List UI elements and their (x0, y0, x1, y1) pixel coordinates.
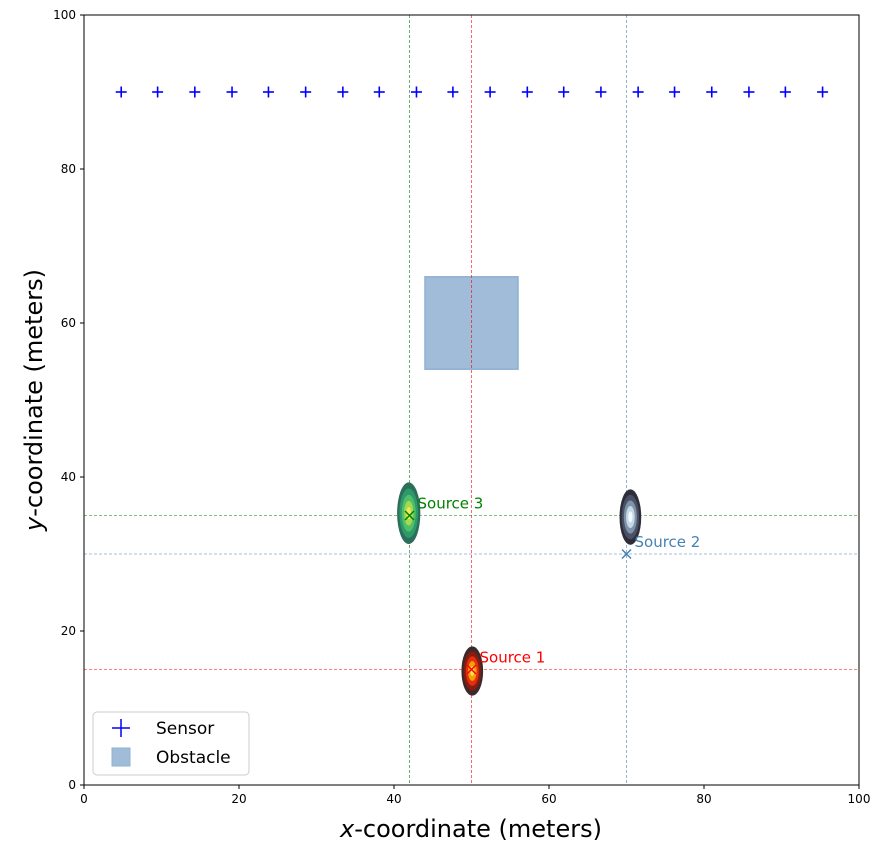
y-tick-label: 40 (61, 470, 76, 484)
plot-area: Source 1 Source 2 Source 3 (84, 15, 859, 785)
x-tick-label: 0 (80, 792, 88, 806)
sensor-marker (447, 86, 459, 98)
sensor-row (115, 86, 829, 98)
y-tick-label: 80 (61, 162, 76, 176)
y-tick-label: 0 (68, 778, 76, 792)
source-3-posterior (397, 482, 421, 544)
sensor-marker (669, 86, 681, 98)
source-2-marker (621, 548, 632, 560)
legend-obstacle-swatch (111, 747, 131, 767)
sensor-marker (632, 86, 644, 98)
legend: Sensor Obstacle (92, 711, 250, 776)
source-2-label: Source 2 (635, 533, 701, 551)
legend-obstacle-label: Obstacle (156, 748, 231, 768)
legend-sensor-label: Sensor (156, 719, 214, 739)
source-2-posterior (619, 489, 642, 545)
sensor-marker (484, 86, 496, 98)
x-tick-label: 80 (696, 792, 711, 806)
sensor-marker (743, 86, 755, 98)
source-2-contour-5 (628, 511, 633, 523)
y-tick-label: 100 (53, 8, 76, 22)
x-axis-title: x-coordinate (meters) (339, 815, 602, 843)
sensor-marker (226, 86, 238, 98)
axes-frame (83, 14, 860, 786)
sensor-marker (706, 86, 718, 98)
source-3-marker (404, 510, 415, 521)
sensor-marker (115, 86, 127, 98)
sensor-marker (189, 86, 201, 98)
sensor-marker (262, 86, 274, 98)
y-axis-title: y-coordinate (meters) (20, 269, 48, 532)
sensor-marker (595, 86, 607, 98)
source-1-marker-stroke-b (466, 664, 477, 675)
y-tick-label: 60 (61, 316, 76, 330)
sensor-marker (337, 86, 349, 98)
sensor-marker (779, 86, 791, 98)
x-tick-label: 40 (386, 792, 401, 806)
legend-sensor-marker (112, 719, 130, 737)
sensor-marker (817, 86, 829, 98)
source-1-label: Source 1 (480, 649, 546, 667)
x-tick-label: 100 (848, 792, 871, 806)
sensor-marker (152, 86, 164, 98)
legend-box (92, 711, 250, 776)
sensor-marker (300, 86, 312, 98)
source-3-marker-stroke-b (404, 510, 415, 521)
sensor-marker (410, 86, 422, 98)
sensor-marker (521, 86, 533, 98)
x-tick-label: 20 (231, 792, 246, 806)
sensor-marker (373, 86, 385, 98)
sensor-marker (558, 86, 570, 98)
y-tick-label: 20 (61, 624, 76, 638)
source-1-marker (466, 664, 477, 675)
source-2-marker-stroke-b (621, 548, 632, 560)
x-tick-label: 60 (541, 792, 556, 806)
axis-ticks: 0 20 40 60 80 100 0 20 40 60 80 100 (53, 8, 870, 806)
source-3-label: Source 3 (418, 495, 484, 513)
